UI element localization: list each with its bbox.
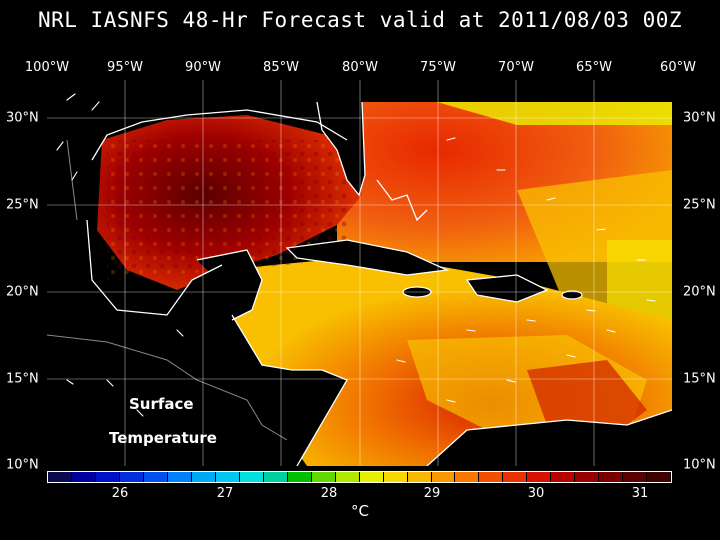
lat-label-15n-left: 15°N: [6, 371, 39, 387]
colorbar-swatch: [359, 472, 384, 482]
land-yucatan: [197, 250, 262, 320]
graticule: [47, 80, 672, 466]
map-title: NRL IASNFS 48-Hr Forecast valid at 2011/…: [37, 8, 682, 32]
current-vectors: [56, 93, 656, 417]
colorbar-swatch: [48, 472, 72, 482]
land-cuba: [287, 240, 447, 275]
colorbar-swatch: [167, 472, 192, 482]
colorbar-swatch: [311, 472, 336, 482]
colorbar-tick-29: 29: [423, 486, 441, 501]
lat-label-25n-left: 25°N: [6, 197, 39, 213]
atlantic-north-band: [437, 102, 672, 125]
lon-label-80w: 80°W: [342, 60, 378, 75]
colorbar-tick-30: 30: [527, 486, 545, 501]
lon-label-100w: 100°W: [24, 60, 70, 75]
lat-label-30n-right: 30°N: [683, 110, 716, 126]
colorbar-tick-28: 28: [320, 486, 338, 501]
colorbar-swatch: [263, 472, 288, 482]
lat-label-15n-right: 15°N: [683, 371, 716, 387]
colorbar-swatch: [527, 472, 552, 482]
lon-label-65w: 65°W: [576, 60, 612, 75]
lat-label-20n-right: 20°N: [683, 284, 716, 300]
colorbar-swatch: [119, 472, 144, 482]
land-florida: [317, 102, 365, 195]
colorbar-swatch: [599, 472, 624, 482]
sst-map: Surface Temperature: [47, 80, 672, 466]
lon-label-60w: 60°W: [660, 60, 696, 75]
colorbar-unit: °C: [351, 502, 369, 520]
lat-label-30n-left: 30°N: [6, 110, 39, 126]
lat-label-25n-right: 25°N: [683, 197, 716, 213]
colorbar-swatch: [191, 472, 216, 482]
caribbean-red-core: [527, 360, 647, 440]
colorbar-tick-31: 31: [631, 486, 649, 501]
colorbar-swatch: [623, 472, 648, 482]
map-label-surface: Surface: [129, 395, 194, 413]
lon-label-85w: 85°W: [263, 60, 299, 75]
land-puerto-rico: [562, 291, 582, 299]
lon-label-70w: 70°W: [498, 60, 534, 75]
lon-label-95w: 95°W: [107, 60, 143, 75]
colorbar-swatch: [455, 472, 480, 482]
colorbar-tick-27: 27: [216, 486, 234, 501]
colorbar: [47, 471, 672, 483]
sst-field: [47, 80, 672, 466]
lat-label-10n-right: 10°N: [683, 457, 716, 473]
colorbar-swatch: [407, 472, 432, 482]
colorbar-swatch: [335, 472, 360, 482]
lon-label-75w: 75°W: [420, 60, 456, 75]
colorbar-swatch: [215, 472, 240, 482]
land-central-america: [47, 220, 347, 466]
colorbar-tick-26: 26: [111, 486, 129, 501]
coastlines: [86, 101, 672, 466]
colorbar-swatch: [71, 472, 96, 482]
colorbar-swatch: [239, 472, 264, 482]
map-label-temperature: Temperature: [109, 429, 217, 447]
colorbar-swatch: [287, 472, 312, 482]
colorbar-swatch: [647, 472, 672, 482]
land-hispaniola: [467, 275, 547, 302]
colorbar-swatch: [503, 472, 528, 482]
lon-label-90w: 90°W: [185, 60, 221, 75]
colorbar-swatch: [551, 472, 576, 482]
colorbar-swatch: [575, 472, 600, 482]
colorbar-swatch: [95, 472, 120, 482]
colorbar-swatch: [431, 472, 456, 482]
lat-label-20n-left: 20°N: [6, 284, 39, 300]
colorbar-swatch: [479, 472, 504, 482]
lat-label-10n-left: 10°N: [6, 457, 39, 473]
gulf-texture: [107, 140, 347, 280]
colorbar-swatch: [143, 472, 168, 482]
colorbar-swatch: [383, 472, 408, 482]
